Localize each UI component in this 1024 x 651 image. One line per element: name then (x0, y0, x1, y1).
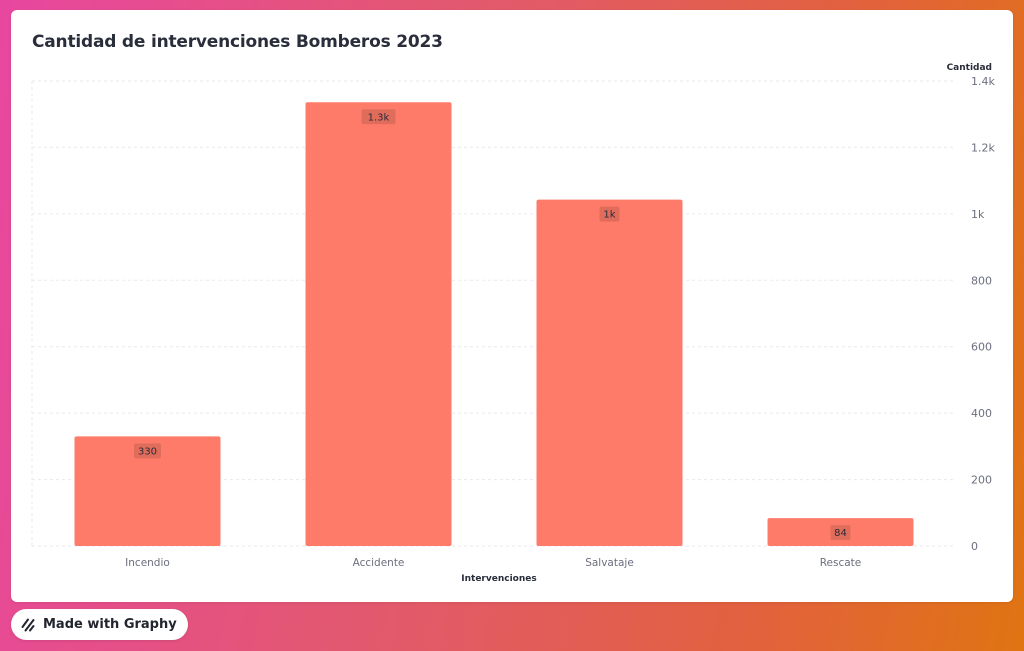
y-tick-label: 200 (971, 474, 992, 487)
data-label-bg (134, 443, 161, 459)
data-label: 84 (834, 528, 847, 539)
x-tick-label: Salvataje (585, 557, 634, 569)
y-tick-label: 1k (971, 208, 985, 221)
x-tick-label: Incendio (125, 557, 170, 569)
badge-label: Made with Graphy (43, 617, 177, 632)
y-axis-title: Cantidad (947, 63, 992, 73)
made-with-graphy-badge[interactable]: Made with Graphy (11, 609, 188, 640)
data-label: 330 (138, 446, 157, 457)
chart-card: Cantidad de intervenciones Bomberos 2023… (11, 10, 1013, 602)
y-tick-label: 600 (971, 341, 992, 354)
x-axis-title: Intervenciones (461, 574, 536, 584)
bar (305, 102, 452, 546)
data-label-bg (830, 525, 851, 541)
y-tick-label: 0 (971, 540, 978, 553)
data-label: 1k (603, 210, 615, 221)
bar-chart: 0 200 400 600 800 1k 1.2k 1.4k Cantidad 330 Incend… (31, 63, 995, 584)
graphy-logo-icon (21, 618, 35, 631)
x-tick-label: Rescate (820, 557, 862, 569)
data-label-bg (361, 109, 396, 125)
bar (74, 436, 221, 546)
chart-title: Cantidad de intervenciones Bomberos 2023 (32, 32, 443, 52)
x-tick-label: Accidente (353, 557, 405, 569)
bar (536, 199, 683, 546)
y-tick-label: 1.2k (971, 141, 995, 154)
y-tick-label: 800 (971, 274, 992, 287)
bar (767, 518, 914, 546)
data-label-bg (599, 206, 620, 222)
y-tick-label: 400 (971, 407, 992, 420)
y-tick-label: 1.4k (971, 75, 995, 88)
data-label: 1.3k (368, 112, 390, 123)
